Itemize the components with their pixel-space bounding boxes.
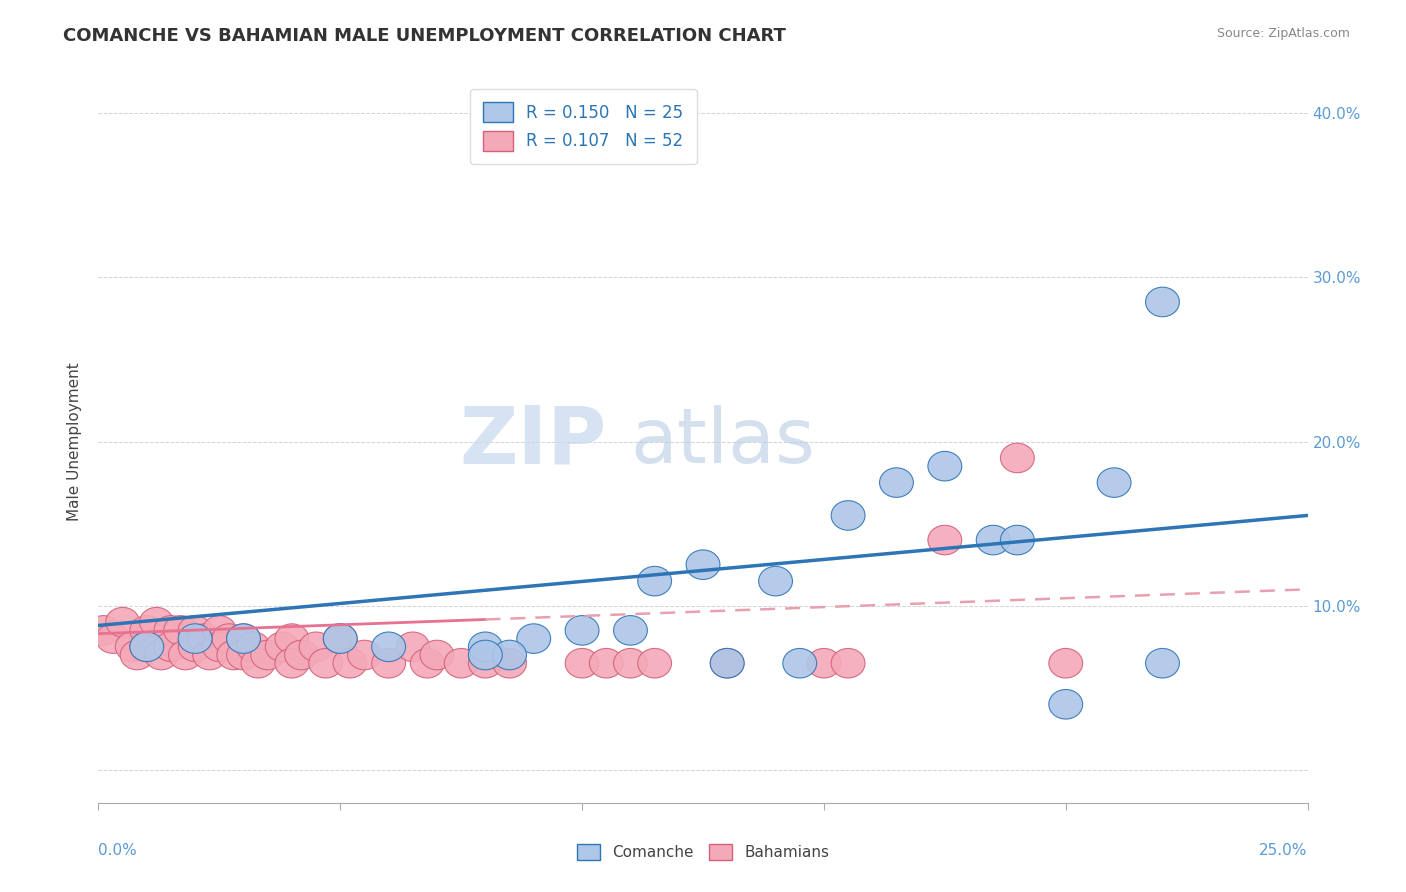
- Ellipse shape: [155, 615, 188, 645]
- Ellipse shape: [1001, 525, 1035, 555]
- Ellipse shape: [217, 640, 250, 670]
- Ellipse shape: [266, 632, 299, 662]
- Ellipse shape: [120, 640, 155, 670]
- Ellipse shape: [411, 648, 444, 678]
- Ellipse shape: [1049, 690, 1083, 719]
- Ellipse shape: [188, 624, 222, 653]
- Text: ZIP: ZIP: [458, 402, 606, 481]
- Legend: Comanche, Bahamians: Comanche, Bahamians: [571, 838, 835, 866]
- Ellipse shape: [1001, 443, 1035, 473]
- Ellipse shape: [179, 615, 212, 645]
- Ellipse shape: [831, 648, 865, 678]
- Ellipse shape: [115, 632, 149, 662]
- Ellipse shape: [193, 640, 226, 670]
- Ellipse shape: [240, 648, 276, 678]
- Ellipse shape: [299, 632, 333, 662]
- Ellipse shape: [710, 648, 744, 678]
- Ellipse shape: [86, 615, 120, 645]
- Ellipse shape: [226, 640, 260, 670]
- Ellipse shape: [226, 624, 260, 653]
- Ellipse shape: [759, 566, 793, 596]
- Ellipse shape: [928, 451, 962, 481]
- Ellipse shape: [323, 624, 357, 653]
- Ellipse shape: [250, 640, 284, 670]
- Ellipse shape: [276, 648, 309, 678]
- Ellipse shape: [139, 607, 173, 637]
- Text: 0.0%: 0.0%: [98, 843, 138, 858]
- Legend: R = 0.150   N = 25, R = 0.107   N = 52: R = 0.150 N = 25, R = 0.107 N = 52: [470, 88, 696, 164]
- Ellipse shape: [276, 624, 309, 653]
- Ellipse shape: [309, 648, 343, 678]
- Ellipse shape: [396, 632, 430, 662]
- Text: COMANCHE VS BAHAMIAN MALE UNEMPLOYMENT CORRELATION CHART: COMANCHE VS BAHAMIAN MALE UNEMPLOYMENT C…: [63, 27, 786, 45]
- Ellipse shape: [783, 648, 817, 678]
- Text: Source: ZipAtlas.com: Source: ZipAtlas.com: [1216, 27, 1350, 40]
- Ellipse shape: [1049, 648, 1083, 678]
- Ellipse shape: [880, 467, 914, 498]
- Ellipse shape: [976, 525, 1010, 555]
- Ellipse shape: [468, 648, 502, 678]
- Ellipse shape: [686, 549, 720, 580]
- Ellipse shape: [145, 640, 179, 670]
- Ellipse shape: [565, 615, 599, 645]
- Ellipse shape: [212, 624, 246, 653]
- Ellipse shape: [226, 624, 260, 653]
- Ellipse shape: [371, 648, 405, 678]
- Ellipse shape: [710, 648, 744, 678]
- Ellipse shape: [129, 615, 163, 645]
- Ellipse shape: [613, 615, 647, 645]
- Ellipse shape: [202, 632, 236, 662]
- Ellipse shape: [565, 648, 599, 678]
- Ellipse shape: [589, 648, 623, 678]
- Ellipse shape: [613, 648, 647, 678]
- Ellipse shape: [179, 624, 212, 653]
- Ellipse shape: [638, 648, 672, 678]
- Ellipse shape: [831, 500, 865, 530]
- Ellipse shape: [492, 640, 526, 670]
- Ellipse shape: [638, 566, 672, 596]
- Ellipse shape: [517, 624, 551, 653]
- Y-axis label: Male Unemployment: Male Unemployment: [67, 362, 83, 521]
- Ellipse shape: [928, 525, 962, 555]
- Ellipse shape: [163, 615, 198, 645]
- Ellipse shape: [444, 648, 478, 678]
- Ellipse shape: [155, 632, 188, 662]
- Ellipse shape: [323, 624, 357, 653]
- Ellipse shape: [105, 607, 139, 637]
- Ellipse shape: [807, 648, 841, 678]
- Text: atlas: atlas: [630, 405, 815, 478]
- Ellipse shape: [129, 632, 163, 662]
- Ellipse shape: [129, 632, 163, 662]
- Ellipse shape: [284, 640, 319, 670]
- Ellipse shape: [1097, 467, 1130, 498]
- Ellipse shape: [468, 632, 502, 662]
- Ellipse shape: [236, 632, 270, 662]
- Ellipse shape: [96, 624, 129, 653]
- Ellipse shape: [169, 640, 202, 670]
- Ellipse shape: [1146, 287, 1180, 317]
- Text: 25.0%: 25.0%: [1260, 843, 1308, 858]
- Ellipse shape: [333, 648, 367, 678]
- Ellipse shape: [202, 615, 236, 645]
- Ellipse shape: [420, 640, 454, 670]
- Ellipse shape: [492, 648, 526, 678]
- Ellipse shape: [1146, 648, 1180, 678]
- Ellipse shape: [347, 640, 381, 670]
- Ellipse shape: [179, 632, 212, 662]
- Ellipse shape: [468, 640, 502, 670]
- Ellipse shape: [371, 632, 405, 662]
